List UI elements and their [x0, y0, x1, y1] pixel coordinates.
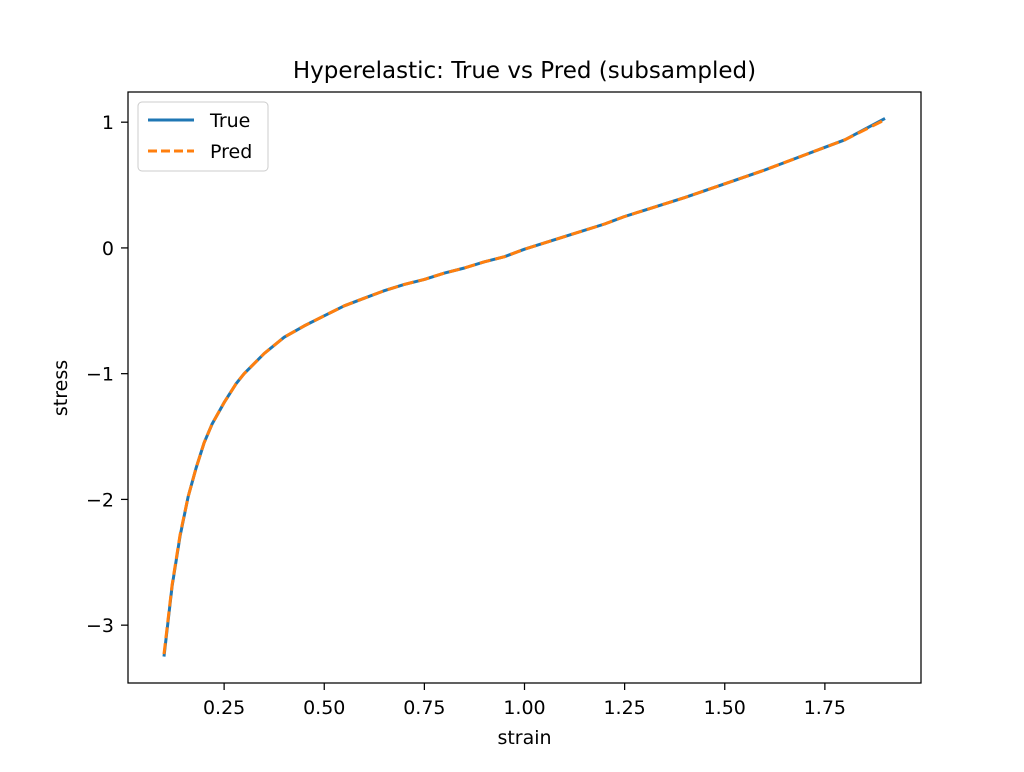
x-tick-label: 1.75 [804, 697, 846, 719]
x-tick-label: 1.25 [603, 697, 645, 719]
x-tick-label: 0.50 [303, 697, 345, 719]
x-axis-ticks: 0.25 0.50 0.75 1.00 1.25 1.50 1.75 [203, 683, 846, 719]
x-tick-label: 1.50 [704, 697, 746, 719]
y-axis-label: stress [50, 360, 72, 416]
y-tick-label: −3 [86, 615, 114, 637]
y-axis-ticks: −3 −2 −1 0 1 [86, 112, 128, 637]
y-tick-label: 1 [102, 112, 114, 134]
series-pred-line [162, 118, 886, 655]
chart-title: Hyperelastic: True vs Pred (subsampled) [293, 58, 756, 84]
y-tick-label: 0 [102, 238, 114, 260]
plot-area [162, 117, 886, 657]
legend-true-label: True [209, 110, 250, 132]
y-tick-label: −1 [86, 364, 114, 386]
x-axis-label: strain [497, 727, 551, 749]
x-tick-label: 0.75 [403, 697, 445, 719]
x-tick-label: 1.00 [503, 697, 545, 719]
legend: True Pred [137, 101, 269, 172]
x-tick-label: 0.25 [203, 697, 245, 719]
y-tick-label: −2 [86, 489, 114, 511]
legend-pred-label: Pred [210, 141, 252, 163]
